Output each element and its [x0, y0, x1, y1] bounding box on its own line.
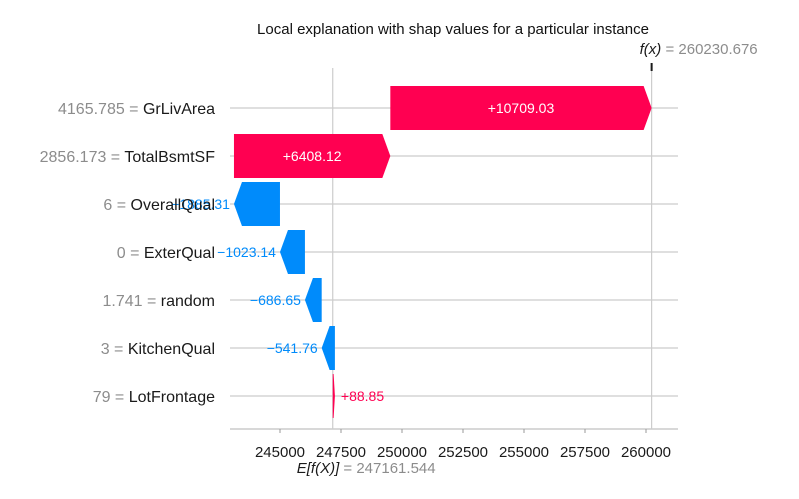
efx-label: E[f(X)]: [297, 460, 340, 477]
feature-label: 2856.173 = TotalBsmtSF: [40, 149, 216, 166]
fx-label: f(x): [640, 41, 662, 58]
shap-bar-lotfrontage: [332, 374, 335, 418]
feature-value: 6 =: [103, 197, 130, 214]
feature-label: 6 = OverallQual: [103, 197, 215, 214]
shap-bar-overallqual: [233, 182, 280, 226]
x-tick-label: 252500: [438, 444, 488, 461]
fx-annotation: f(x) = 260230.676: [640, 41, 758, 58]
shap-bar-exterqual: [279, 230, 305, 274]
shap-value-label: +88.85: [341, 388, 384, 404]
shap-bar-grlivarea: [390, 86, 652, 130]
x-tick-label: 247500: [316, 444, 366, 461]
feature-name: TotalBsmtSF: [124, 149, 215, 166]
efx-eq: = 247161.544: [339, 460, 435, 477]
feature-label: 79 = LotFrontage: [93, 389, 215, 406]
feature-name: OverallQual: [131, 197, 215, 214]
bars-layer: [233, 86, 652, 418]
feature-value: 3 =: [101, 341, 128, 358]
feature-value: 1.741 =: [102, 293, 160, 310]
shap-value-label: +6408.12: [283, 148, 342, 164]
shap-value-label: +10709.03: [488, 100, 555, 116]
shap-value-label: −1885.31: [171, 196, 230, 212]
feature-name: ExterQual: [144, 245, 215, 262]
feature-name: GrLivArea: [143, 101, 215, 118]
feature-name: LotFrontage: [129, 389, 215, 406]
shap-bar-random: [304, 278, 322, 322]
x-tick-label: 260000: [621, 444, 671, 461]
x-tick-label: 255000: [499, 444, 549, 461]
feature-value: 4165.785 =: [58, 101, 143, 118]
expected-value-annotation: E[f(X)] = 247161.544: [297, 460, 436, 477]
shap-bar-kitchenqual: [321, 326, 335, 370]
x-tick-label: 245000: [255, 444, 305, 461]
chart-title: Local explanation with shap values for a…: [257, 21, 649, 38]
shap-value-label: −1023.14: [217, 244, 276, 260]
x-tick-label: 257500: [560, 444, 610, 461]
shap-value-label: −541.76: [267, 340, 318, 356]
x-tick-label: 250000: [377, 444, 427, 461]
shap-bar-totalbsmtsf: [233, 134, 391, 178]
feature-label: 0 = ExterQual: [117, 245, 215, 262]
feature-label: 4165.785 = GrLivArea: [58, 101, 215, 118]
fx-eq: = 260230.676: [661, 41, 757, 58]
shap-value-label: −686.65: [250, 292, 301, 308]
feature-label: 1.741 = random: [102, 293, 215, 310]
feature-value: 0 =: [117, 245, 144, 262]
feature-name: random: [161, 293, 215, 310]
feature-value: 2856.173 =: [40, 149, 125, 166]
feature-name: KitchenQual: [128, 341, 215, 358]
labels-layer: 245000 247500 250000 252500 255000 257500 2600…: [40, 41, 758, 477]
feature-label: 3 = KitchenQual: [101, 341, 215, 358]
feature-value: 79 =: [93, 389, 129, 406]
